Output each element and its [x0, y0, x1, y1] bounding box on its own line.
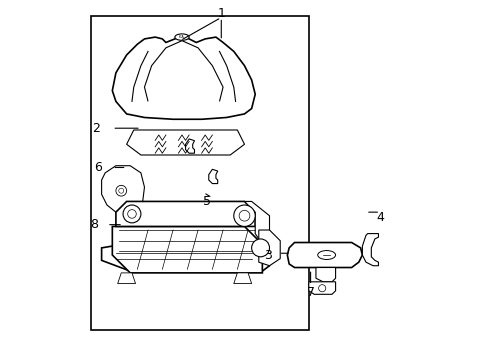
Text: 1: 1 — [217, 8, 225, 21]
Text: KIA: KIA — [179, 35, 184, 39]
Circle shape — [251, 239, 269, 257]
PathPatch shape — [118, 273, 135, 284]
PathPatch shape — [287, 243, 362, 267]
Ellipse shape — [175, 34, 189, 40]
Circle shape — [119, 188, 123, 193]
PathPatch shape — [112, 35, 255, 119]
Text: 5: 5 — [203, 195, 210, 208]
Circle shape — [127, 210, 136, 218]
PathPatch shape — [102, 246, 269, 271]
Ellipse shape — [317, 251, 335, 260]
Text: 2: 2 — [92, 122, 100, 135]
PathPatch shape — [126, 130, 244, 155]
Bar — [91, 16, 308, 330]
PathPatch shape — [308, 282, 335, 294]
PathPatch shape — [233, 273, 251, 284]
PathPatch shape — [208, 169, 217, 184]
PathPatch shape — [112, 226, 262, 273]
PathPatch shape — [102, 166, 144, 216]
Text: 6: 6 — [94, 161, 102, 174]
Circle shape — [239, 210, 249, 221]
PathPatch shape — [116, 202, 255, 226]
Text: 3: 3 — [263, 248, 271, 261]
PathPatch shape — [315, 267, 335, 282]
PathPatch shape — [121, 175, 142, 203]
PathPatch shape — [258, 230, 280, 266]
PathPatch shape — [362, 234, 378, 266]
Text: 7: 7 — [306, 286, 314, 299]
PathPatch shape — [244, 202, 269, 244]
Circle shape — [116, 185, 126, 196]
Circle shape — [318, 285, 325, 292]
Text: 8: 8 — [90, 218, 98, 231]
Text: 4: 4 — [376, 211, 384, 224]
PathPatch shape — [185, 139, 194, 153]
Circle shape — [233, 205, 255, 226]
Circle shape — [123, 205, 141, 223]
